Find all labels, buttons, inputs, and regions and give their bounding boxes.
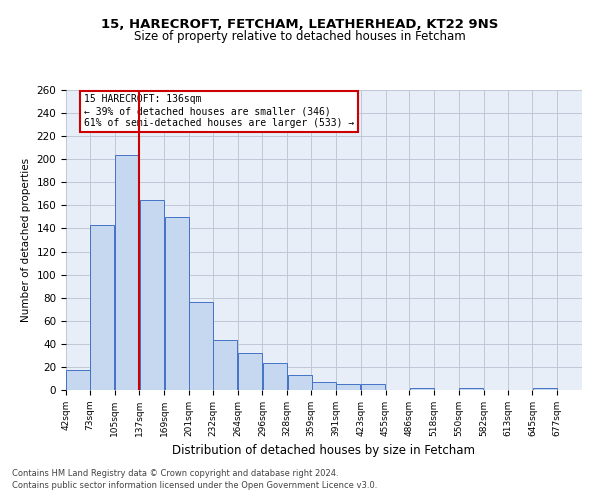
Bar	[164, 217, 188, 390]
Bar	[263, 364, 287, 390]
Text: 15, HARECROFT, FETCHAM, LEATHERHEAD, KT22 9NS: 15, HARECROFT, FETCHAM, LEATHERHEAD, KT2…	[101, 18, 499, 30]
Text: Contains public sector information licensed under the Open Government Licence v3: Contains public sector information licen…	[12, 481, 377, 490]
Bar	[190, 302, 214, 390]
Text: Size of property relative to detached houses in Fetcham: Size of property relative to detached ho…	[134, 30, 466, 43]
Bar	[287, 375, 311, 390]
Bar	[115, 154, 139, 390]
Bar	[213, 340, 238, 390]
X-axis label: Distribution of detached houses by size in Fetcham: Distribution of detached houses by size …	[173, 444, 476, 458]
Bar	[90, 225, 115, 390]
Y-axis label: Number of detached properties: Number of detached properties	[21, 158, 31, 322]
Bar	[410, 388, 434, 390]
Bar	[311, 382, 335, 390]
Text: Contains HM Land Registry data © Crown copyright and database right 2024.: Contains HM Land Registry data © Crown c…	[12, 468, 338, 477]
Bar	[460, 388, 484, 390]
Bar	[533, 388, 557, 390]
Bar	[337, 384, 361, 390]
Bar	[238, 353, 262, 390]
Text: 15 HARECROFT: 136sqm
← 39% of detached houses are smaller (346)
61% of semi-deta: 15 HARECROFT: 136sqm ← 39% of detached h…	[84, 94, 355, 128]
Bar	[140, 200, 164, 390]
Bar	[67, 370, 91, 390]
Bar	[361, 384, 385, 390]
